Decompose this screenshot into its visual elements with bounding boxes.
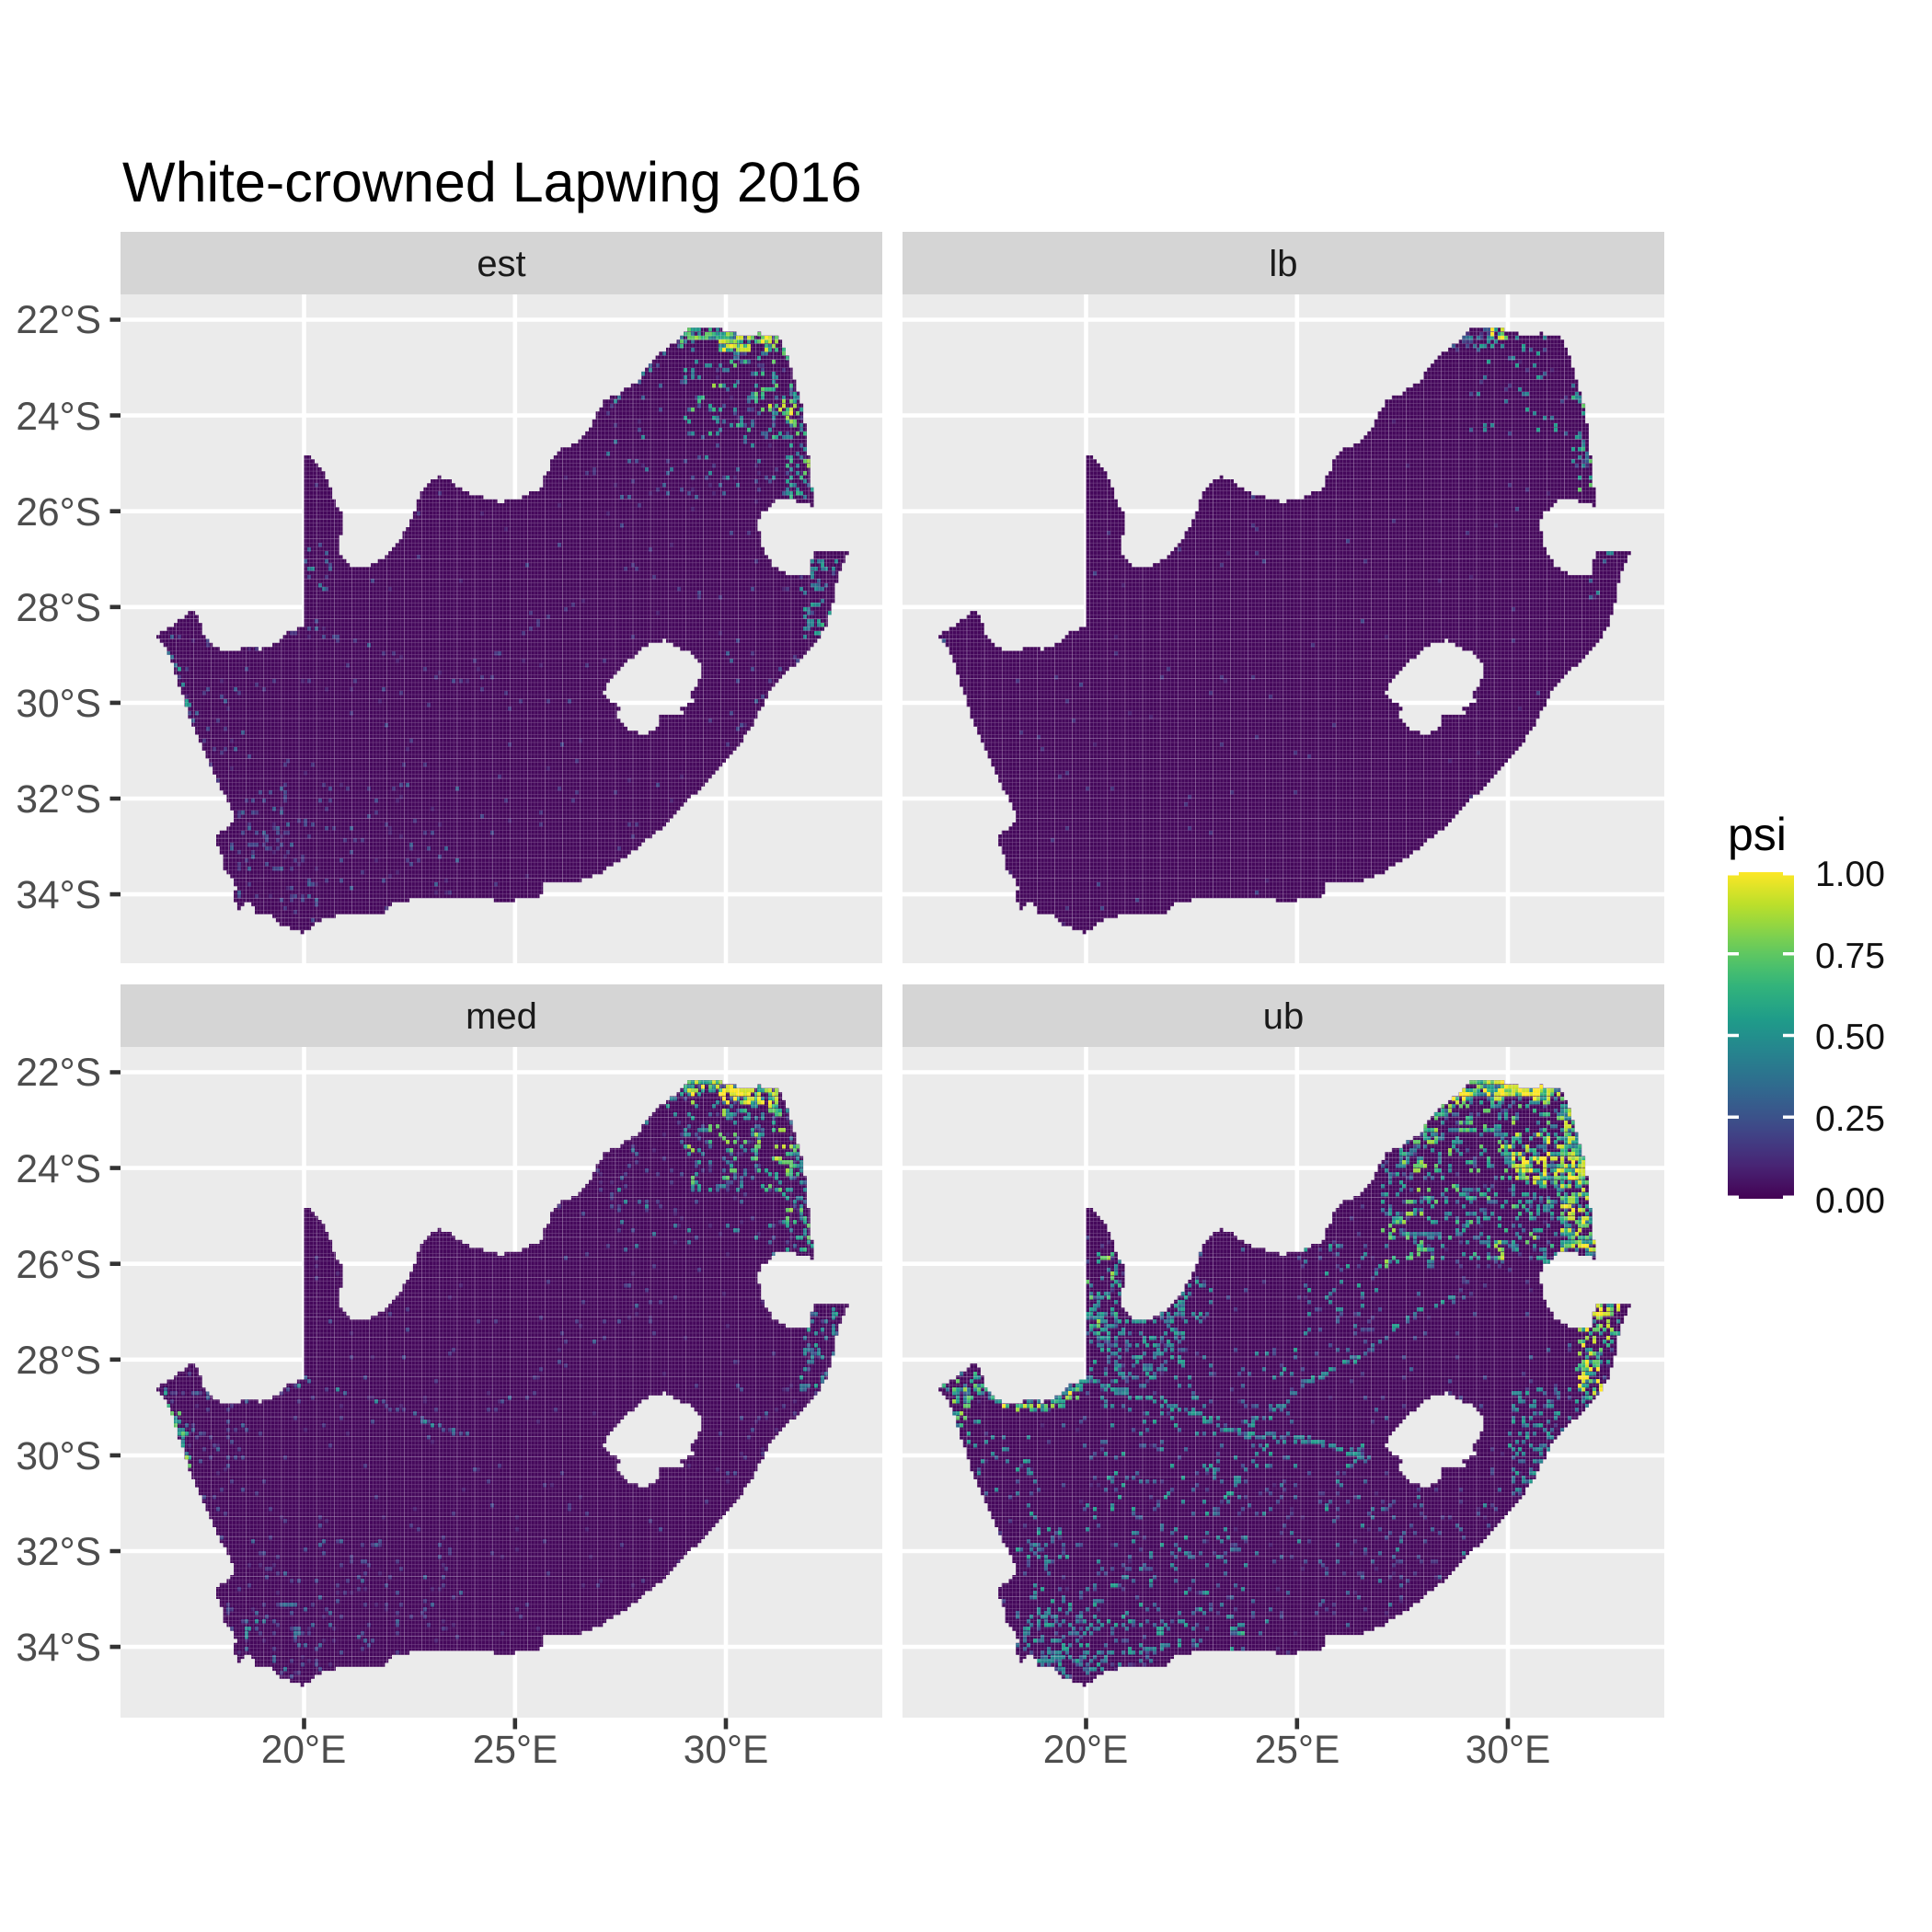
svg-text:26°S: 26°S bbox=[16, 491, 101, 535]
svg-text:1.00: 1.00 bbox=[1815, 855, 1885, 894]
svg-text:22°S: 22°S bbox=[16, 1052, 101, 1095]
svg-text:32°S: 32°S bbox=[16, 778, 101, 822]
svg-text:28°S: 28°S bbox=[16, 587, 101, 630]
svg-text:psi: psi bbox=[1728, 809, 1787, 860]
svg-text:30°E: 30°E bbox=[684, 1729, 769, 1772]
svg-text:ub: ub bbox=[1263, 996, 1305, 1037]
svg-text:34°S: 34°S bbox=[16, 874, 101, 917]
svg-text:est: est bbox=[477, 244, 525, 284]
svg-text:25°E: 25°E bbox=[473, 1729, 558, 1772]
svg-text:34°S: 34°S bbox=[16, 1627, 101, 1670]
svg-text:lb: lb bbox=[1269, 244, 1297, 284]
svg-text:30°S: 30°S bbox=[16, 1435, 101, 1478]
svg-text:med: med bbox=[466, 996, 537, 1037]
svg-text:30°E: 30°E bbox=[1466, 1729, 1551, 1772]
svg-text:32°S: 32°S bbox=[16, 1531, 101, 1574]
svg-text:0.00: 0.00 bbox=[1815, 1181, 1885, 1221]
svg-text:26°S: 26°S bbox=[16, 1244, 101, 1287]
svg-text:25°E: 25°E bbox=[1255, 1729, 1340, 1772]
svg-text:0.50: 0.50 bbox=[1815, 1018, 1885, 1057]
svg-text:20°E: 20°E bbox=[261, 1729, 347, 1772]
svg-text:24°S: 24°S bbox=[16, 396, 101, 439]
svg-text:20°E: 20°E bbox=[1043, 1729, 1129, 1772]
svg-text:24°S: 24°S bbox=[16, 1148, 101, 1191]
svg-text:22°S: 22°S bbox=[16, 299, 101, 342]
svg-text:30°S: 30°S bbox=[16, 683, 101, 726]
svg-text:28°S: 28°S bbox=[16, 1340, 101, 1383]
svg-text:0.25: 0.25 bbox=[1815, 1099, 1885, 1139]
svg-text:0.75: 0.75 bbox=[1815, 937, 1885, 976]
svg-text:White-crowned Lapwing 2016: White-crowned Lapwing 2016 bbox=[122, 151, 862, 213]
